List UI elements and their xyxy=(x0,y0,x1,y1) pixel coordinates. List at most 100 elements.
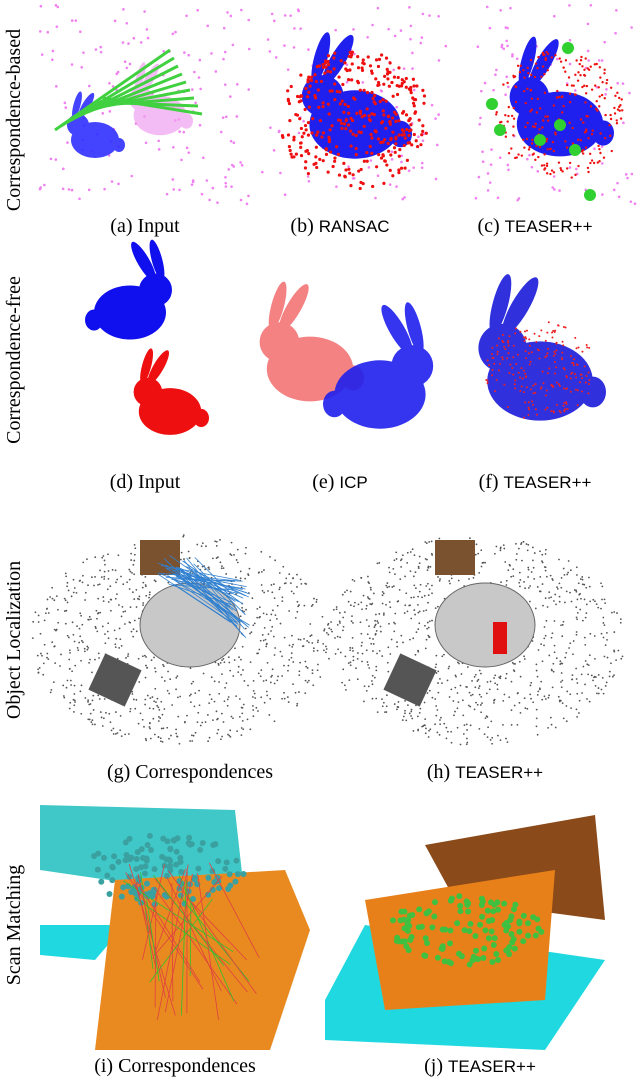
point xyxy=(465,908,472,915)
point xyxy=(571,674,574,677)
point xyxy=(504,677,507,680)
point xyxy=(574,73,577,77)
point xyxy=(546,115,549,118)
point xyxy=(347,123,351,127)
point xyxy=(417,118,421,122)
point xyxy=(367,597,370,600)
point xyxy=(232,717,234,720)
point xyxy=(363,700,365,703)
point xyxy=(53,628,56,631)
point xyxy=(622,121,625,125)
point xyxy=(544,56,547,60)
point xyxy=(368,637,371,640)
point xyxy=(565,720,568,723)
point xyxy=(480,711,482,714)
point xyxy=(373,676,376,679)
point xyxy=(310,75,314,79)
point xyxy=(525,329,528,332)
point xyxy=(559,166,562,170)
point xyxy=(162,663,164,666)
point xyxy=(590,88,594,91)
point xyxy=(392,585,395,588)
point xyxy=(445,737,448,740)
point xyxy=(107,637,110,640)
point xyxy=(551,686,554,689)
point xyxy=(431,899,438,906)
point xyxy=(563,401,566,404)
point xyxy=(561,635,564,638)
point xyxy=(338,611,341,614)
point xyxy=(373,129,377,133)
point xyxy=(370,642,373,645)
point xyxy=(395,83,399,88)
point xyxy=(79,612,82,615)
point xyxy=(170,734,172,737)
point xyxy=(429,924,436,931)
point xyxy=(165,192,169,196)
point xyxy=(581,350,584,353)
point xyxy=(404,85,408,89)
row-label: Object Localization xyxy=(3,561,25,719)
point xyxy=(541,370,544,373)
point xyxy=(568,62,572,66)
point xyxy=(233,553,235,556)
point xyxy=(359,167,363,172)
point xyxy=(268,50,272,53)
point xyxy=(439,926,446,933)
point xyxy=(513,704,516,707)
point xyxy=(539,107,542,110)
point xyxy=(222,721,225,723)
point xyxy=(175,688,177,691)
point xyxy=(368,667,371,669)
point xyxy=(376,652,378,655)
point xyxy=(133,553,136,556)
point xyxy=(508,913,515,920)
point xyxy=(503,693,506,696)
point xyxy=(134,547,137,550)
point xyxy=(568,100,572,104)
point xyxy=(561,111,564,114)
point xyxy=(224,185,228,188)
point xyxy=(103,570,106,573)
point xyxy=(88,718,91,721)
point xyxy=(135,630,138,633)
point xyxy=(317,663,319,666)
point xyxy=(286,68,290,71)
point xyxy=(291,634,293,637)
point xyxy=(448,665,451,668)
point xyxy=(103,559,106,562)
point xyxy=(230,541,233,544)
point xyxy=(571,678,573,681)
point xyxy=(386,77,390,81)
point xyxy=(535,663,538,666)
point xyxy=(584,381,587,384)
point xyxy=(585,603,588,606)
point xyxy=(532,384,535,387)
point xyxy=(409,88,413,92)
point xyxy=(536,66,539,70)
point xyxy=(278,572,281,574)
point xyxy=(389,153,393,157)
point xyxy=(615,119,618,122)
point xyxy=(472,577,475,579)
point xyxy=(502,47,506,51)
point xyxy=(68,668,71,670)
point xyxy=(465,723,468,726)
point xyxy=(153,733,156,736)
point xyxy=(601,598,603,601)
point xyxy=(347,165,350,168)
point xyxy=(605,78,609,82)
point xyxy=(581,583,584,586)
point xyxy=(196,721,199,724)
point xyxy=(323,629,326,632)
point xyxy=(447,667,450,670)
point xyxy=(53,645,56,648)
point xyxy=(588,379,591,382)
point xyxy=(510,114,514,118)
point xyxy=(281,675,284,677)
point xyxy=(463,724,466,727)
point xyxy=(122,839,129,846)
object xyxy=(493,622,507,654)
point xyxy=(240,163,244,167)
point xyxy=(38,30,42,33)
